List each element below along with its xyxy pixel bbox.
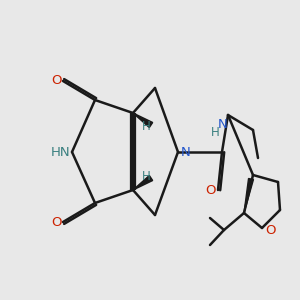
Text: N: N	[218, 118, 228, 130]
Text: O: O	[265, 224, 275, 238]
Text: N: N	[181, 146, 191, 158]
Text: O: O	[51, 215, 61, 229]
Text: H: H	[142, 121, 150, 134]
Text: HN: HN	[51, 146, 71, 158]
Text: H: H	[142, 169, 150, 182]
Polygon shape	[133, 113, 153, 127]
Polygon shape	[244, 178, 254, 213]
Text: O: O	[51, 74, 61, 88]
Text: H: H	[211, 127, 219, 140]
Text: O: O	[205, 184, 215, 196]
Polygon shape	[133, 176, 153, 190]
